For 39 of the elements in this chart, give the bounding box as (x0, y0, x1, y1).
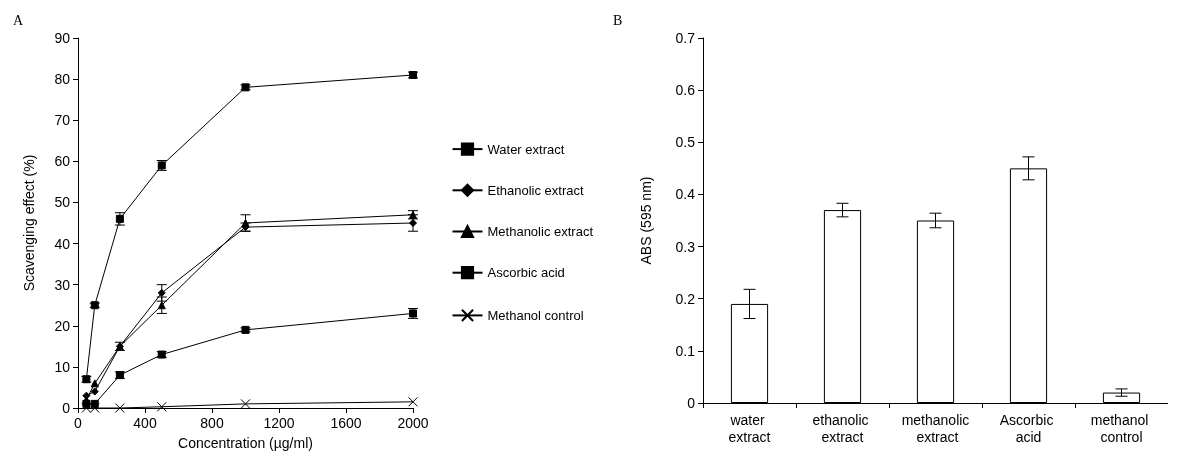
x-tick-label: methanol control (1090, 411, 1153, 445)
y-tick-label: 0.1 (675, 342, 696, 359)
y-axis-title: Scavenging effect (%) (21, 154, 37, 292)
legend-label: Methanolic extract (487, 224, 594, 239)
y-tick-label: 70 (54, 112, 71, 129)
x-tick-label: 1600 (330, 415, 362, 431)
y-tick-label: 50 (54, 194, 71, 211)
x-tick-label: Ascorbic acid (999, 411, 1058, 445)
x-tick-label: methanolic extract (901, 411, 970, 445)
y-tick-label: 0 (62, 400, 71, 416)
y-tick-label: 0.7 (675, 30, 696, 46)
x-tick-label: ethanolic extract (812, 411, 873, 445)
x-tick-label: 800 (200, 415, 224, 431)
y-tick-label: 0.6 (675, 82, 696, 99)
x-tick-label: water extract (728, 411, 771, 445)
legend-label: Methanol control (487, 307, 584, 323)
chart-title: B (613, 12, 623, 28)
y-axis-title: ABS (595 nm) (638, 176, 654, 265)
x-tick-label: 1200 (263, 415, 295, 431)
x-tick-label: 2000 (397, 415, 429, 431)
legend-label: Water extract (487, 141, 565, 157)
y-tick-label: 60 (54, 153, 71, 170)
y-tick-label: 0 (687, 395, 696, 411)
y-tick-label: 10 (54, 358, 71, 375)
y-tick-label: 0.3 (675, 238, 696, 255)
y-tick-label: 0.5 (675, 134, 696, 151)
x-tick-label: 0 (74, 415, 83, 431)
x-tick-label: 400 (133, 415, 157, 431)
y-tick-label: 90 (54, 30, 71, 46)
x-axis-title: Concentration (µg/ml) (178, 435, 313, 451)
legend-label: Ascorbic acid (487, 265, 565, 281)
y-tick-label: 40 (54, 235, 71, 252)
y-tick-label: 0.2 (675, 290, 696, 307)
y-tick-label: 0.4 (675, 186, 696, 203)
y-tick-label: 80 (54, 71, 71, 88)
legend-label: Ethanolic extract (487, 182, 584, 198)
y-tick-label: 20 (54, 317, 71, 334)
chart-title: A (13, 12, 24, 28)
y-tick-label: 30 (54, 276, 71, 293)
